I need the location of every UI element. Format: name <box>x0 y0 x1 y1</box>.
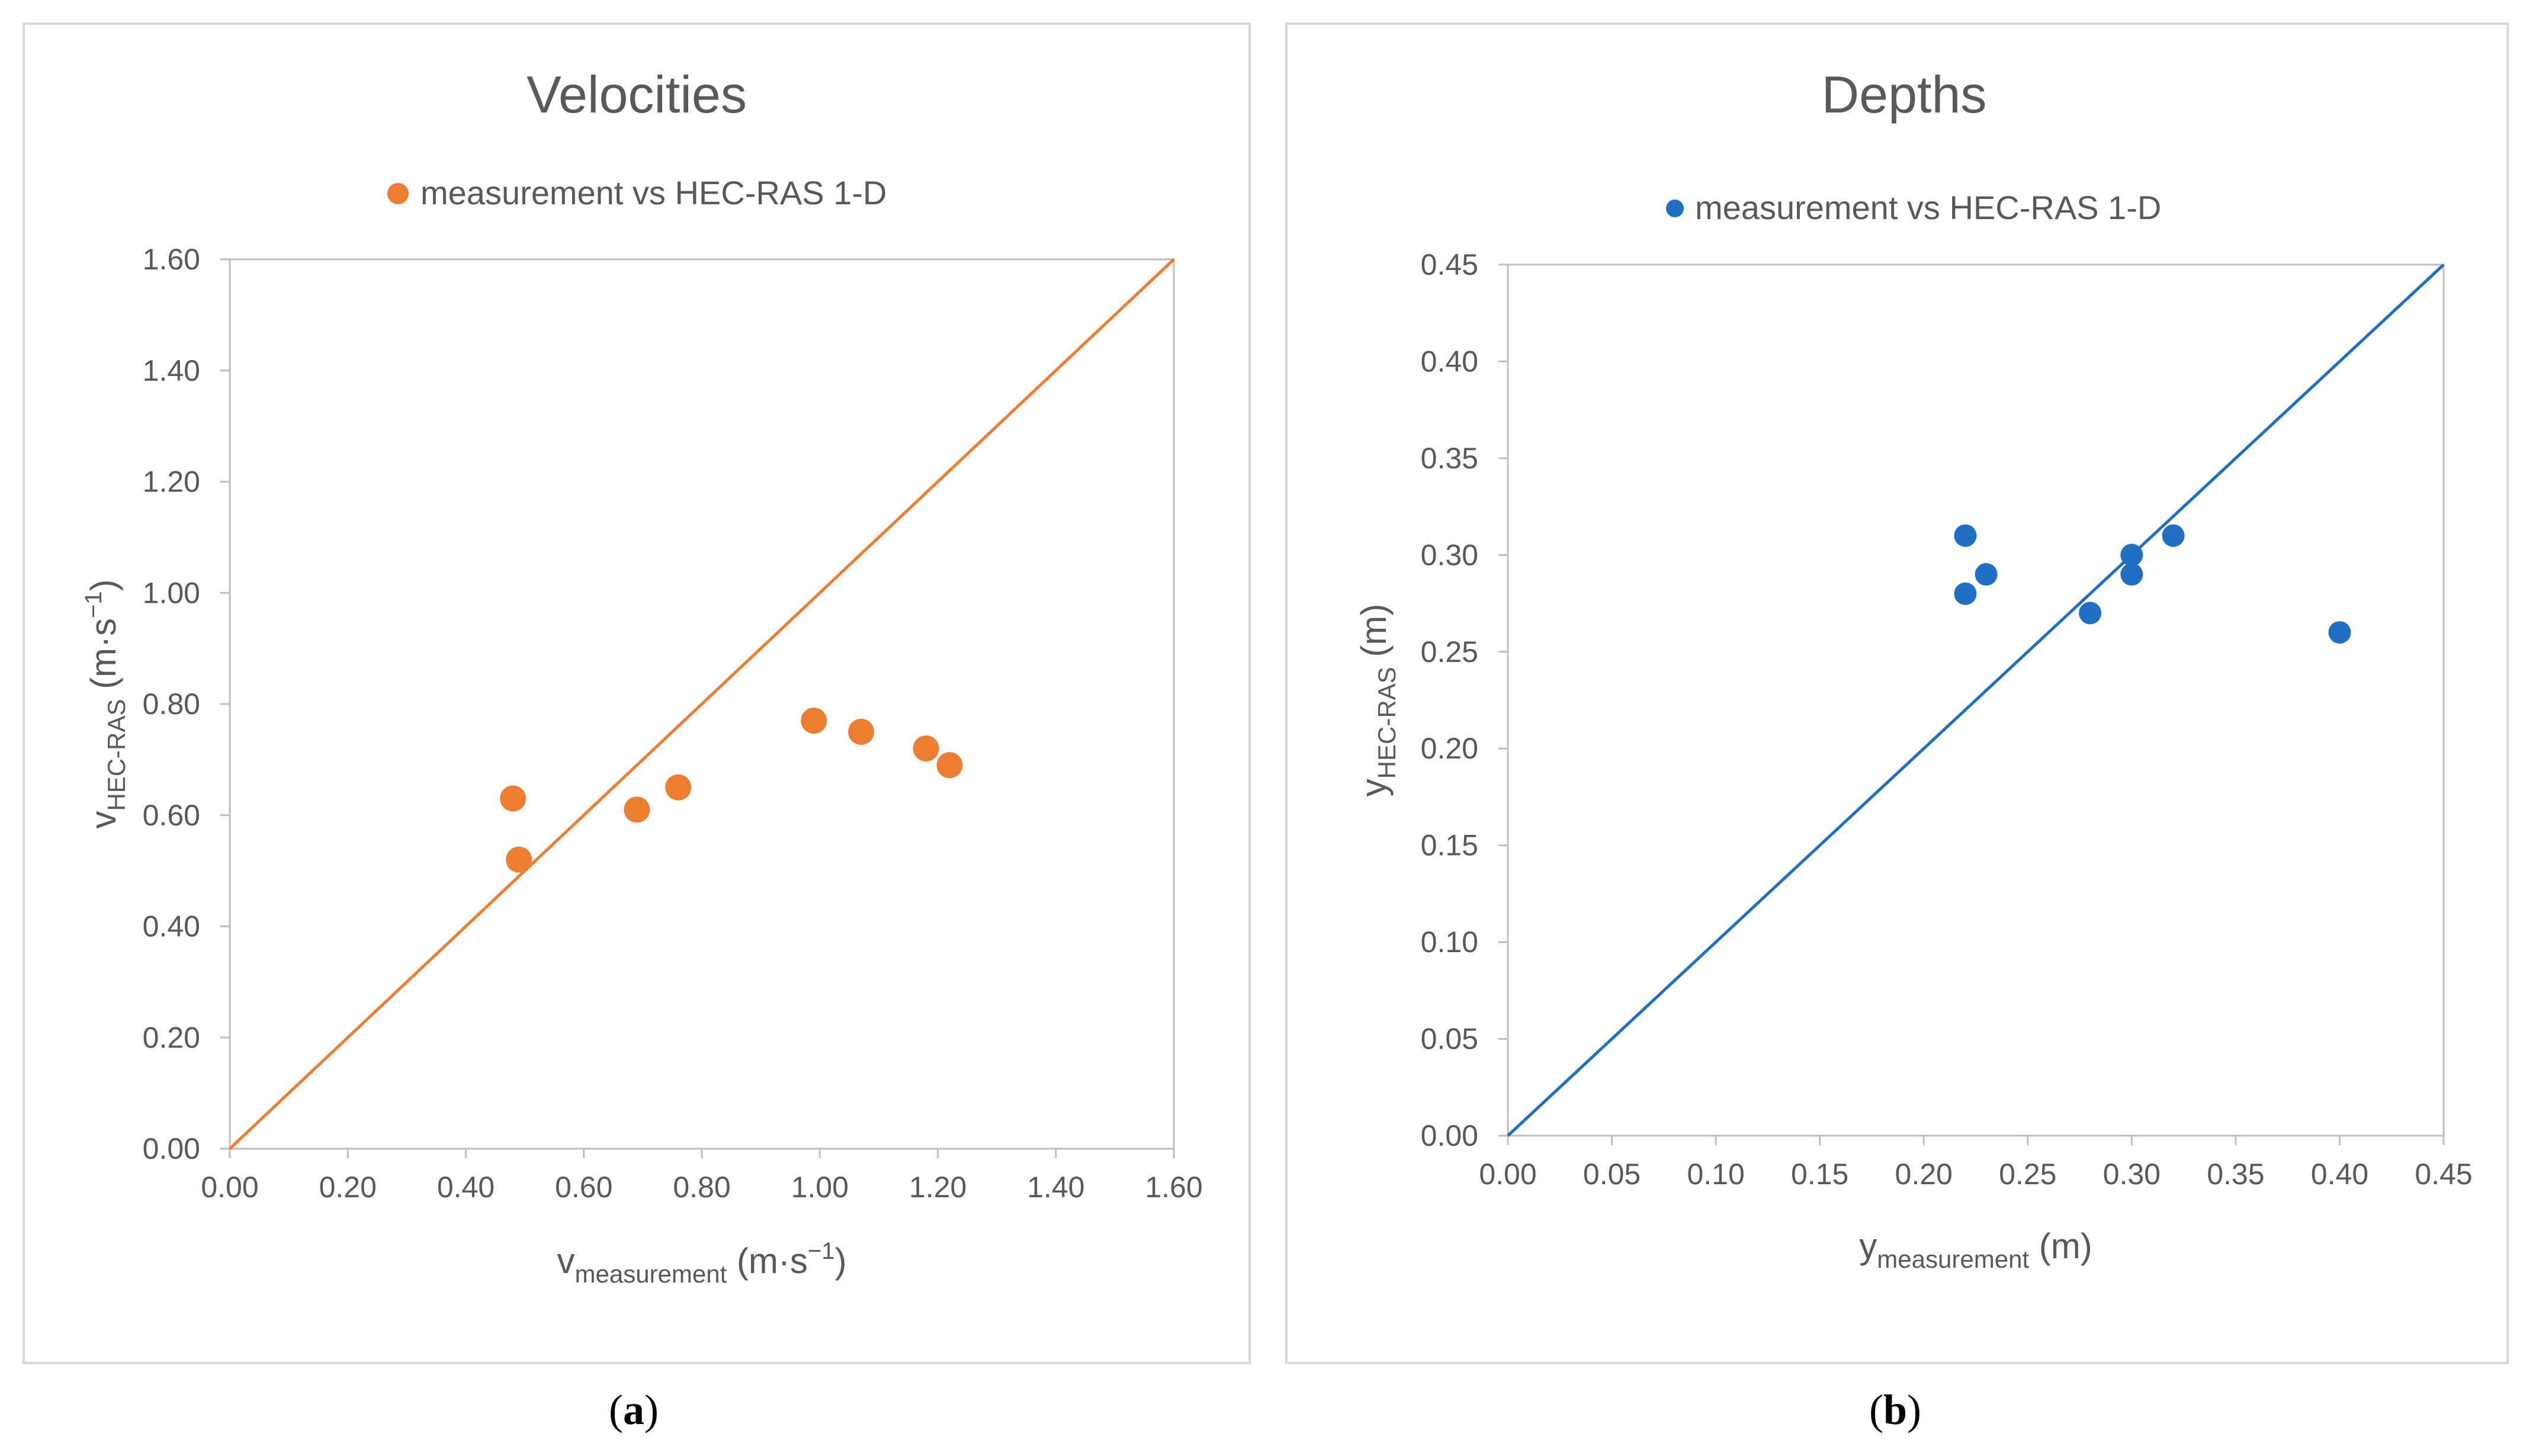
x-axis-label: vmeasurement (m·s−1) <box>557 1238 847 1288</box>
x-tick-label: 0.40 <box>2311 1158 2368 1191</box>
data-point <box>500 785 527 812</box>
y-tick-label: 0.20 <box>1421 732 1478 765</box>
x-tick-label: 0.20 <box>1895 1158 1953 1191</box>
data-point <box>913 735 939 762</box>
data-point <box>2120 544 2143 567</box>
legend-marker <box>387 183 409 204</box>
x-tick-label: 1.20 <box>909 1171 967 1204</box>
y-tick-label: 0.80 <box>143 687 200 721</box>
y-axis-label: yHEC-RAS (m) <box>1354 604 1401 797</box>
x-tick-label: 1.00 <box>791 1171 849 1204</box>
data-point <box>1975 563 1998 586</box>
data-point <box>801 708 827 734</box>
data-point <box>2079 602 2102 625</box>
y-tick-label: 0.30 <box>1421 538 1478 571</box>
y-tick-label: 1.00 <box>143 576 200 609</box>
x-tick-label: 0.25 <box>1999 1158 2056 1191</box>
y-tick-label: 0.20 <box>143 1021 200 1054</box>
chart-title: Depths <box>1822 65 1987 124</box>
x-tick-label: 0.45 <box>2415 1158 2472 1191</box>
data-point <box>2328 621 2351 644</box>
data-point <box>2120 563 2143 586</box>
x-axis-label: ymeasurement (m) <box>1859 1226 2092 1273</box>
x-tick-label: 0.30 <box>2103 1158 2161 1191</box>
velocities-chart: Velocities measurement vs HEC-RAS 1-D 0.00… <box>81 65 1203 1288</box>
data-point <box>665 774 692 801</box>
y-tick-label: 1.20 <box>143 465 200 499</box>
y-tick-label: 1.40 <box>143 354 200 387</box>
y-tick-label: 0.25 <box>1421 635 1478 668</box>
x-tick-label: 1.60 <box>1145 1171 1202 1204</box>
x-tick-label: 0.10 <box>1687 1158 1744 1191</box>
x-tick-label: 0.15 <box>1791 1158 1848 1191</box>
data-point <box>1954 582 1977 605</box>
y-tick-label: 0.05 <box>1421 1023 1478 1056</box>
x-tick-label: 0.60 <box>555 1171 612 1204</box>
x-tick-label: 0.35 <box>2207 1158 2264 1191</box>
y-tick-label: 0.15 <box>1421 829 1478 862</box>
chart-panel-velocities <box>23 23 1251 1364</box>
caption-b: (b) <box>1869 1386 1921 1433</box>
x-tick-label: 1.40 <box>1027 1171 1084 1204</box>
data-point <box>936 752 963 779</box>
data-point <box>1954 524 1977 547</box>
legend-label: measurement vs HEC-RAS 1-D <box>1695 189 2161 226</box>
data-point <box>848 718 874 745</box>
x-tick-label: 0.00 <box>201 1171 258 1204</box>
y-tick-label: 0.00 <box>1421 1119 1478 1152</box>
data-point <box>2162 524 2185 547</box>
y-tick-label: 0.40 <box>1421 345 1478 378</box>
y-tick-label: 1.60 <box>143 243 200 276</box>
y-tick-label: 0.35 <box>1421 442 1478 475</box>
y-tick-label: 0.60 <box>143 799 200 832</box>
legend-marker <box>1666 200 1684 217</box>
chart-title: Velocities <box>527 65 747 124</box>
depths-chart: Depths measurement vs HEC-RAS 1-D 0.00 0.05… <box>1354 65 2473 1273</box>
x-tick-label: 0.05 <box>1583 1158 1641 1191</box>
x-tick-label: 0.20 <box>319 1171 377 1204</box>
x-tick-label: 0.00 <box>1479 1158 1536 1191</box>
reference-line <box>1507 263 2445 1137</box>
plot-area <box>1507 263 2445 1137</box>
chart-panel-depths <box>1285 23 2509 1364</box>
data-point <box>624 796 650 823</box>
y-tick-label: 0.45 <box>1421 248 1478 281</box>
caption-a: (a) <box>609 1386 659 1433</box>
y-tick-label: 0.40 <box>143 910 200 943</box>
y-tick-label: 0.00 <box>143 1132 200 1165</box>
data-point <box>506 846 532 873</box>
legend-label: measurement vs HEC-RAS 1-D <box>421 174 887 211</box>
y-axis-label: vHEC-RAS (m·s−1) <box>81 579 130 828</box>
reference-line <box>229 258 1175 1150</box>
x-tick-label: 0.80 <box>673 1171 730 1204</box>
y-tick-label: 0.10 <box>1421 925 1478 959</box>
x-tick-label: 0.40 <box>437 1171 495 1204</box>
